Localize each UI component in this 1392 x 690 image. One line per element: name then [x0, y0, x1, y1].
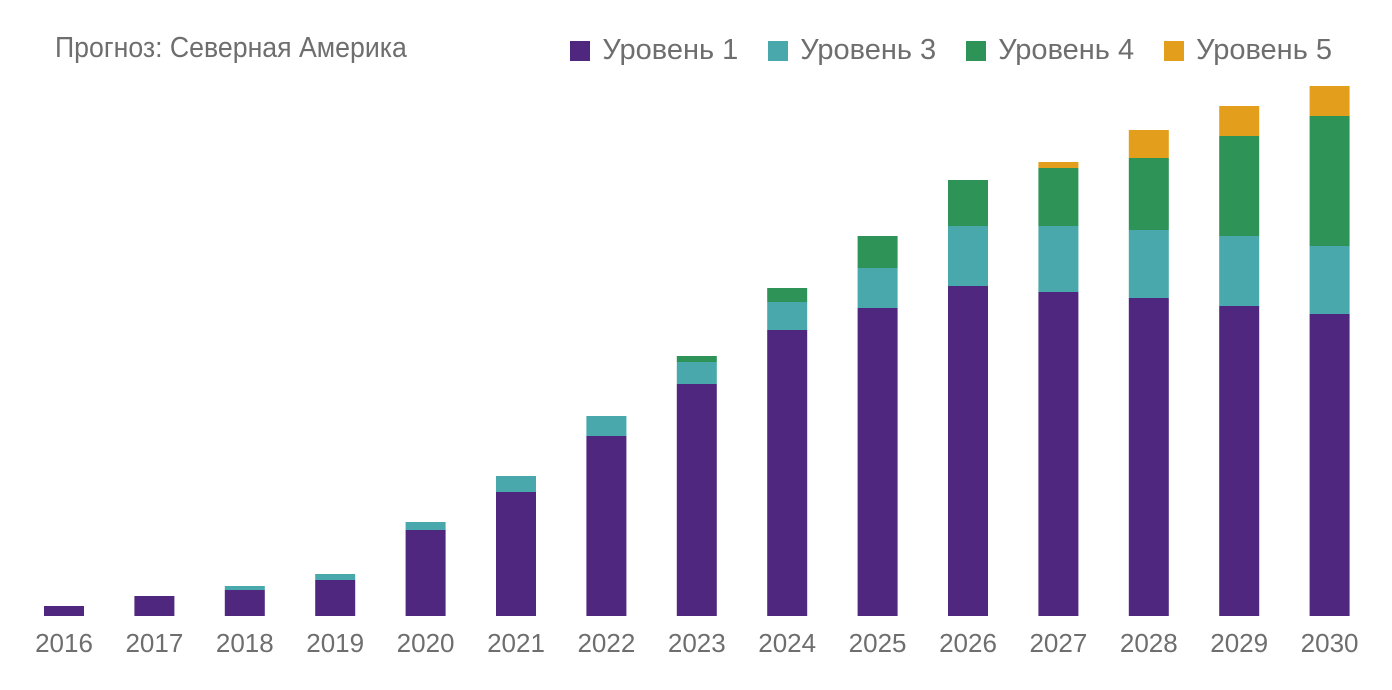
legend-item-level-5: Уровень 5 — [1164, 34, 1332, 67]
bar-2024-series-2 — [767, 302, 808, 330]
bar-2020-series-2 — [405, 522, 446, 530]
bar-2018-series-2 — [224, 586, 265, 590]
x-tick-label-2018: 2018 — [216, 628, 274, 658]
bar-2023-series-3 — [676, 356, 717, 362]
legend-swatch-level-1 — [570, 40, 591, 61]
bar-2030-series-3 — [1309, 116, 1350, 246]
bar-2030-series-1 — [1309, 314, 1350, 616]
legend: Уровень 1 Уровень 3 Уровень 4 Уровень 5 — [570, 34, 1332, 67]
bar-2024-series-3 — [767, 288, 808, 302]
bar-2027-series-4 — [1038, 162, 1079, 168]
bar-2028-series-4 — [1128, 130, 1169, 158]
legend-label-level-5: Уровень 5 — [1196, 34, 1332, 66]
x-tick-label-2028: 2028 — [1120, 628, 1178, 658]
x-tick-label-2029: 2029 — [1210, 628, 1268, 658]
x-tick-label-2027: 2027 — [1029, 628, 1087, 658]
legend-label-level-1: Уровень 1 — [602, 34, 739, 66]
bar-2021-series-1 — [496, 492, 536, 616]
x-tick-label-2016: 2016 — [35, 628, 93, 658]
x-tick-label-2023: 2023 — [668, 628, 726, 658]
bar-2025-series-1 — [857, 308, 898, 616]
x-tick-label-2026: 2026 — [939, 628, 997, 658]
legend-swatch-level-5 — [1164, 40, 1185, 61]
bar-2019-series-1 — [315, 580, 356, 616]
legend-item-level-1: Уровень 1 — [570, 34, 738, 67]
x-tick-label-2025: 2025 — [849, 628, 907, 658]
bar-2020-series-1 — [405, 530, 446, 616]
x-tick-label-2019: 2019 — [306, 628, 364, 658]
bar-2030-series-2 — [1309, 246, 1350, 314]
bar-2022-series-2 — [586, 416, 627, 436]
x-axis-ticks: 2016 2017 2018 2019 2020 2021 2022 2023 2024 2025… — [35, 628, 1358, 658]
bar-2021-series-2 — [496, 476, 536, 492]
legend-swatch-level-4 — [966, 40, 987, 61]
x-tick-label-2020: 2020 — [397, 628, 455, 658]
legend-item-level-3: Уровень 3 — [768, 34, 936, 67]
bars-group — [44, 86, 1350, 616]
bar-2029-series-4 — [1219, 106, 1260, 136]
bar-2016-series-1 — [44, 606, 84, 616]
bar-2018-series-1 — [224, 590, 265, 616]
x-tick-label-2022: 2022 — [577, 628, 635, 658]
legend-item-level-4: Уровень 4 — [966, 34, 1134, 67]
bar-2017-series-1 — [134, 596, 175, 616]
bar-2026-series-1 — [948, 286, 988, 616]
bar-2029-series-1 — [1219, 306, 1260, 616]
legend-label-level-4: Уровень 4 — [998, 34, 1135, 66]
bar-2024-series-1 — [767, 330, 808, 616]
bar-2028-series-2 — [1128, 230, 1169, 298]
legend-label-level-3: Уровень 3 — [800, 34, 937, 66]
x-tick-label-2021: 2021 — [487, 628, 545, 658]
bar-2026-series-2 — [948, 226, 988, 286]
bar-2029-series-2 — [1219, 236, 1260, 306]
legend-swatch-level-3 — [768, 40, 789, 61]
bar-2022-series-1 — [586, 436, 627, 616]
bar-2027-series-3 — [1038, 168, 1079, 226]
chart-title: Прогноз: Северная Америка — [55, 32, 407, 64]
bar-2025-series-3 — [857, 236, 898, 268]
bar-2027-series-2 — [1038, 226, 1079, 292]
bar-2023-series-1 — [676, 384, 717, 616]
bar-2026-series-3 — [948, 180, 988, 226]
bar-2019-series-2 — [315, 574, 356, 580]
x-tick-label-2030: 2030 — [1301, 628, 1359, 658]
bar-2023-series-2 — [676, 362, 717, 384]
bar-2028-series-3 — [1128, 158, 1169, 230]
bar-2029-series-3 — [1219, 136, 1260, 236]
bar-2030-series-4 — [1309, 86, 1350, 116]
bar-2027-series-1 — [1038, 292, 1079, 616]
x-tick-label-2017: 2017 — [125, 628, 183, 658]
x-tick-label-2024: 2024 — [758, 628, 816, 658]
bar-2025-series-2 — [857, 268, 898, 308]
bar-2028-series-1 — [1128, 298, 1169, 616]
